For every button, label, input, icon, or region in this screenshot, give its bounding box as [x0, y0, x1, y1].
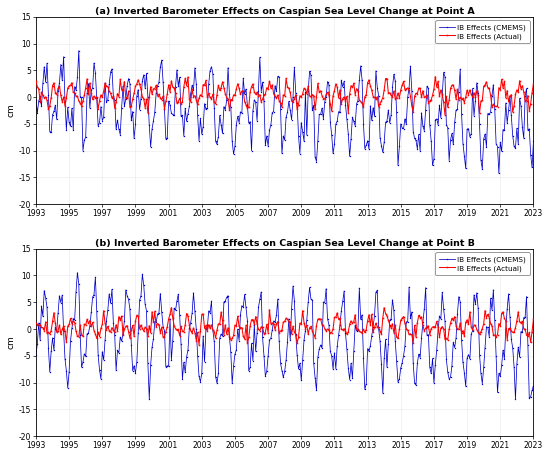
- IB Effects (Actual): [530, 317, 537, 322]
- IB Effects (CMEMS): [471, 113, 477, 118]
- IB Effects (CMEMS): [334, 118, 340, 124]
- IB Effects (Actual): [125, 329, 132, 334]
- Line: IB Effects (CMEMS): IB Effects (CMEMS): [35, 272, 534, 400]
- IB Effects (Actual): [318, 322, 325, 328]
- IB Effects (Actual): [196, 342, 202, 347]
- IB Effects (CMEMS): [146, 397, 152, 402]
- IB Effects (CMEMS): [32, 352, 39, 358]
- IB Effects (CMEMS): [472, 301, 478, 307]
- IB Effects (Actual): [168, 305, 175, 310]
- Line: IB Effects (CMEMS): IB Effects (CMEMS): [35, 50, 534, 174]
- IB Effects (Actual): [32, 78, 39, 83]
- IB Effects (Actual): [472, 94, 478, 100]
- IB Effects (CMEMS): [346, 377, 353, 383]
- Line: IB Effects (Actual): IB Effects (Actual): [35, 76, 534, 116]
- IB Effects (Actual): [344, 94, 350, 99]
- IB Effects (CMEMS): [126, 81, 133, 86]
- IB Effects (CMEMS): [32, 97, 39, 103]
- IB Effects (Actual): [333, 81, 339, 87]
- Title: (b) Inverted Barometer Effects on Caspian Sea Level Change at Point B: (b) Inverted Barometer Effects on Caspia…: [95, 239, 475, 248]
- IB Effects (CMEMS): [47, 369, 53, 375]
- IB Effects (CMEMS): [496, 170, 502, 176]
- IB Effects (Actual): [346, 322, 353, 327]
- IB Effects (CMEMS): [530, 139, 537, 144]
- IB Effects (CMEMS): [47, 129, 53, 134]
- IB Effects (Actual): [432, 74, 438, 80]
- IB Effects (CMEMS): [530, 383, 537, 388]
- IB Effects (CMEMS): [318, 345, 325, 351]
- IB Effects (Actual): [530, 81, 537, 87]
- IB Effects (CMEMS): [317, 112, 324, 117]
- IB Effects (CMEMS): [345, 131, 351, 136]
- Y-axis label: cm: cm: [7, 335, 16, 349]
- Y-axis label: cm: cm: [7, 104, 16, 117]
- Legend: IB Effects (CMEMS), IB Effects (Actual): IB Effects (CMEMS), IB Effects (Actual): [435, 20, 530, 43]
- IB Effects (CMEMS): [336, 333, 342, 338]
- IB Effects (Actual): [125, 88, 132, 94]
- IB Effects (Actual): [442, 112, 448, 118]
- IB Effects (CMEMS): [74, 270, 81, 276]
- IB Effects (Actual): [32, 320, 39, 325]
- Title: (a) Inverted Barometer Effects on Caspian Sea Level Change at Point A: (a) Inverted Barometer Effects on Caspia…: [95, 7, 475, 16]
- IB Effects (Actual): [47, 103, 53, 109]
- Line: IB Effects (Actual): IB Effects (Actual): [35, 307, 534, 345]
- IB Effects (Actual): [472, 323, 478, 328]
- Legend: IB Effects (CMEMS), IB Effects (Actual): IB Effects (CMEMS), IB Effects (Actual): [435, 252, 530, 275]
- IB Effects (Actual): [336, 317, 342, 322]
- IB Effects (CMEMS): [126, 307, 133, 312]
- IB Effects (Actual): [47, 331, 53, 337]
- IB Effects (Actual): [316, 90, 322, 95]
- IB Effects (CMEMS): [75, 48, 82, 53]
